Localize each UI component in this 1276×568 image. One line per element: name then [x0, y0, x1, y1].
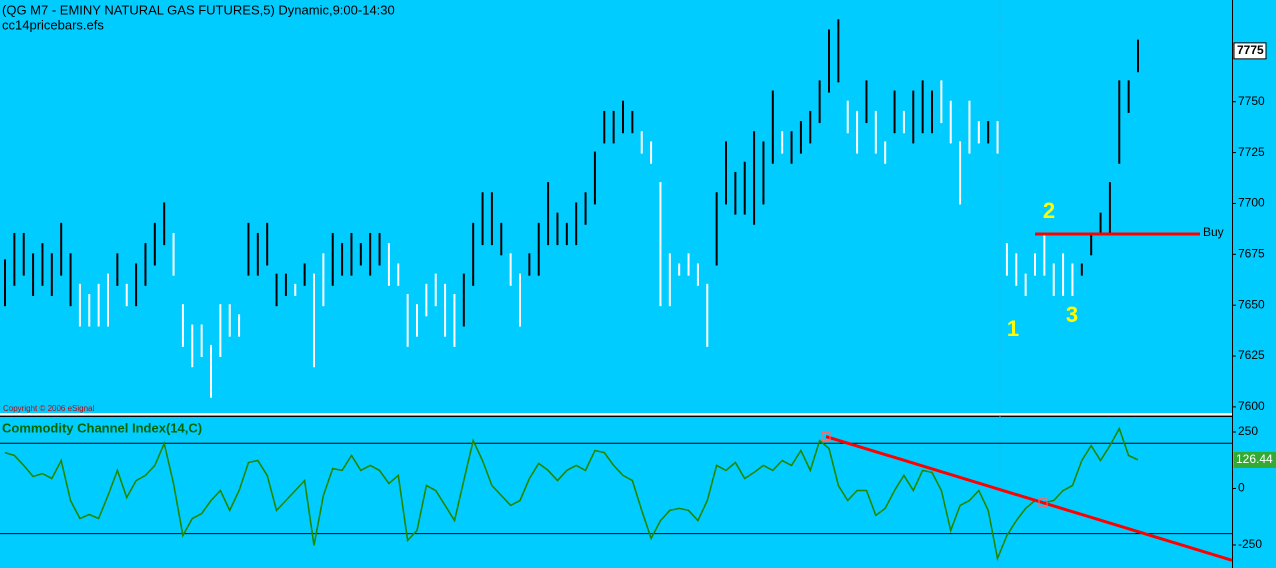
y-tick-label: 7700: [1238, 196, 1265, 210]
trendline-anchor: [1038, 498, 1048, 508]
y-tick-label: 0: [1238, 481, 1245, 495]
last-price-label: 7775: [1237, 43, 1264, 57]
y-tick-label: 7725: [1238, 145, 1265, 159]
copyright: Copyright © 2006 eSignal: [3, 404, 95, 413]
last-value-label: 126.44: [1236, 452, 1273, 466]
last-value-box: [1234, 451, 1276, 468]
last-price-box: [1233, 42, 1267, 60]
y-tick-label: 250: [1238, 424, 1258, 438]
annotation: 2: [1043, 198, 1055, 223]
chart-subtitle: cc14pricebars.efs: [2, 17, 104, 32]
annotation: 1: [1007, 316, 1019, 341]
y-tick-label: 7625: [1238, 348, 1265, 362]
indicator-title: Commodity Channel Index(14,C): [2, 420, 202, 435]
y-tick-label: -250: [1238, 537, 1262, 551]
cci-line: [4, 426, 1139, 562]
y-tick-label: 7675: [1238, 246, 1265, 260]
y-tick-label: 7600: [1238, 399, 1265, 413]
trendline-anchor: [821, 432, 831, 442]
y-tick-label: 7750: [1238, 94, 1265, 108]
buy-label: Buy: [1203, 225, 1224, 239]
trendline: [825, 435, 1233, 562]
chart-title: (QG M7 - EMINY NATURAL GAS FUTURES,5) Dy…: [2, 2, 395, 17]
y-tick-label: 7650: [1238, 297, 1265, 311]
annotation: 3: [1066, 302, 1078, 327]
